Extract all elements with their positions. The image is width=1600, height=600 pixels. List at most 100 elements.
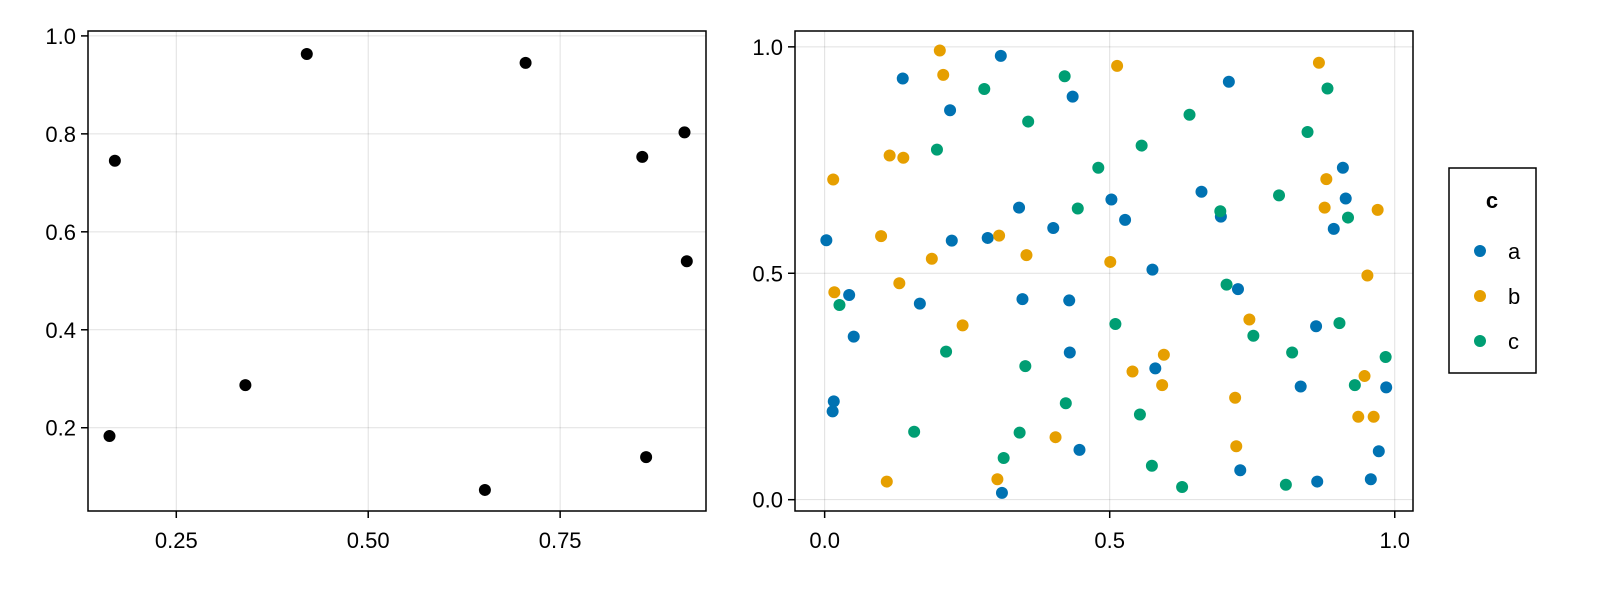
data-point <box>1364 473 1377 486</box>
data-point <box>239 379 252 392</box>
data-point <box>847 330 860 343</box>
legend-label: b <box>1508 284 1520 309</box>
data-point <box>1047 221 1060 234</box>
legend-label: a <box>1508 239 1521 264</box>
y-tick-label: 0.0 <box>752 488 783 513</box>
data-point <box>1294 380 1307 393</box>
data-point <box>994 49 1007 62</box>
data-point <box>1145 459 1158 472</box>
right-scatter-panel: 0.0 0.5 1.0 0.0 0.5 1.0 <box>752 30 1414 553</box>
data-point <box>1066 90 1079 103</box>
data-point <box>1020 249 1033 262</box>
data-point <box>1339 192 1352 205</box>
data-point <box>1311 475 1324 488</box>
data-point <box>913 297 926 310</box>
data-point <box>827 173 840 186</box>
data-point <box>1320 173 1333 186</box>
data-point <box>1247 329 1260 342</box>
data-point <box>1333 317 1346 330</box>
data-point <box>1361 269 1374 282</box>
data-point <box>1220 278 1233 291</box>
data-point <box>108 154 121 167</box>
data-point <box>300 48 313 61</box>
x-tick-label: 0.75 <box>539 528 582 553</box>
data-point <box>1135 139 1148 152</box>
data-point <box>1063 346 1076 359</box>
data-point <box>945 234 958 247</box>
data-point <box>1358 370 1371 383</box>
data-point <box>1336 161 1349 174</box>
data-point <box>908 425 921 438</box>
x-tick-label: 0.0 <box>809 528 840 553</box>
data-point <box>1149 362 1162 375</box>
data-point <box>1318 201 1331 214</box>
data-point <box>820 234 833 247</box>
legend-label: c <box>1508 329 1519 354</box>
data-point <box>897 151 910 164</box>
data-point <box>940 345 953 358</box>
data-point <box>1229 391 1242 404</box>
data-point <box>1348 379 1361 392</box>
data-point <box>827 395 840 408</box>
data-point <box>1195 185 1208 198</box>
data-point <box>893 277 906 290</box>
data-point <box>1104 255 1117 268</box>
data-point <box>519 56 532 69</box>
data-point <box>993 229 1006 242</box>
data-point <box>1157 348 1170 361</box>
data-point <box>478 483 491 496</box>
data-point <box>1279 478 1292 491</box>
data-point <box>1126 365 1139 378</box>
series-a <box>820 49 1393 499</box>
data-point <box>991 473 1004 486</box>
data-point <box>880 475 893 488</box>
data-point <box>1059 397 1072 410</box>
data-point <box>1156 379 1169 392</box>
y-tick-label: 0.8 <box>45 122 76 147</box>
plot-frame <box>794 30 1414 512</box>
data-point <box>1133 408 1146 421</box>
data-point <box>826 405 839 418</box>
data-point <box>978 82 991 95</box>
data-point <box>1380 381 1393 394</box>
data-point <box>1063 294 1076 307</box>
data-point <box>1327 222 1340 235</box>
data-point <box>997 452 1010 465</box>
data-point <box>1234 464 1247 477</box>
legend-title: c <box>1486 188 1498 213</box>
y-tick-label: 0.6 <box>45 220 76 245</box>
data-point <box>1183 108 1196 121</box>
data-point <box>833 298 846 311</box>
legend-item-a: a <box>1474 239 1521 264</box>
data-point <box>1286 346 1299 359</box>
data-point <box>1105 193 1118 206</box>
data-point <box>1092 161 1105 174</box>
data-point <box>1312 56 1325 69</box>
data-point <box>937 68 950 81</box>
x-tick-label: 1.0 <box>1379 528 1410 553</box>
data-point <box>944 104 957 117</box>
legend-marker <box>1474 290 1486 302</box>
data-point <box>1049 431 1062 444</box>
data-point <box>1367 410 1380 423</box>
data-point <box>1214 205 1227 218</box>
data-point <box>1379 351 1392 364</box>
data-point <box>1016 293 1029 306</box>
y-tick-label: 0.5 <box>752 261 783 286</box>
data-point <box>1342 211 1355 224</box>
data-point <box>1146 263 1159 276</box>
data-point <box>640 451 653 464</box>
data-point <box>1301 125 1314 138</box>
data-point <box>1352 410 1365 423</box>
x-tick-label: 0.5 <box>1094 528 1125 553</box>
data-point <box>1109 317 1122 330</box>
data-point <box>1111 59 1124 72</box>
data-point <box>1243 313 1256 326</box>
data-point <box>843 289 856 301</box>
data-point <box>1372 445 1385 458</box>
data-point <box>981 231 994 244</box>
data-point <box>930 143 943 156</box>
data-point <box>956 319 969 332</box>
